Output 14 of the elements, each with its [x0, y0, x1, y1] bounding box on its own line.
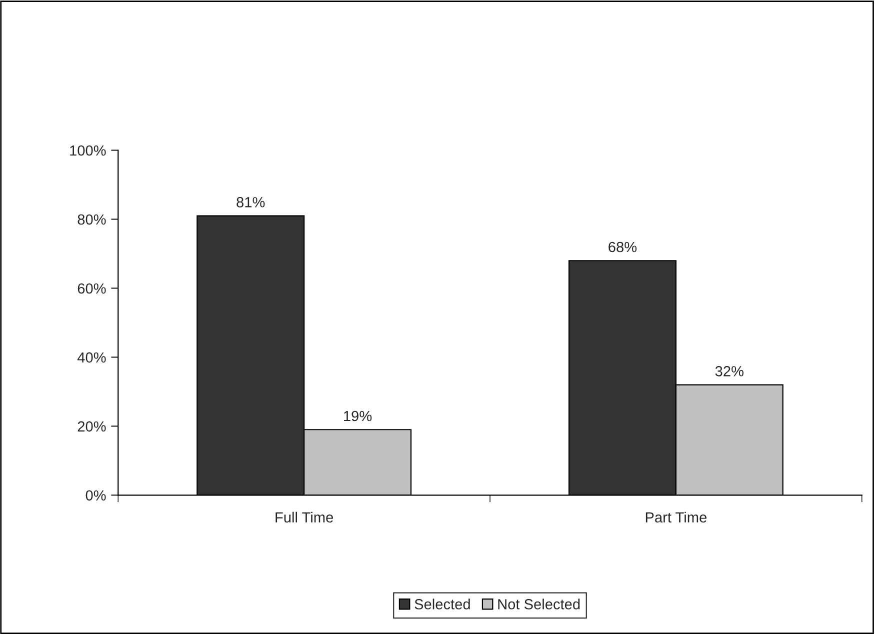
data-label: 32%	[715, 366, 744, 376]
y-tick-label: 80%	[78, 214, 106, 225]
y-tick-label: 100%	[70, 145, 106, 156]
data-label: 68%	[608, 242, 637, 252]
x-tick-label: Full Time	[276, 512, 333, 523]
data-label: 81%	[236, 197, 265, 208]
legend-label: Not Selected	[498, 598, 580, 610]
y-tick-label: 0%	[86, 490, 106, 501]
y-tick-label: 40%	[77, 352, 106, 363]
y-tick-label: 20%	[78, 421, 106, 432]
y-tick-label: 60%	[78, 283, 106, 294]
x-tick-label: Part Time	[646, 512, 706, 523]
data-label: 19%	[344, 410, 372, 422]
legend-label: Selected	[414, 598, 470, 610]
